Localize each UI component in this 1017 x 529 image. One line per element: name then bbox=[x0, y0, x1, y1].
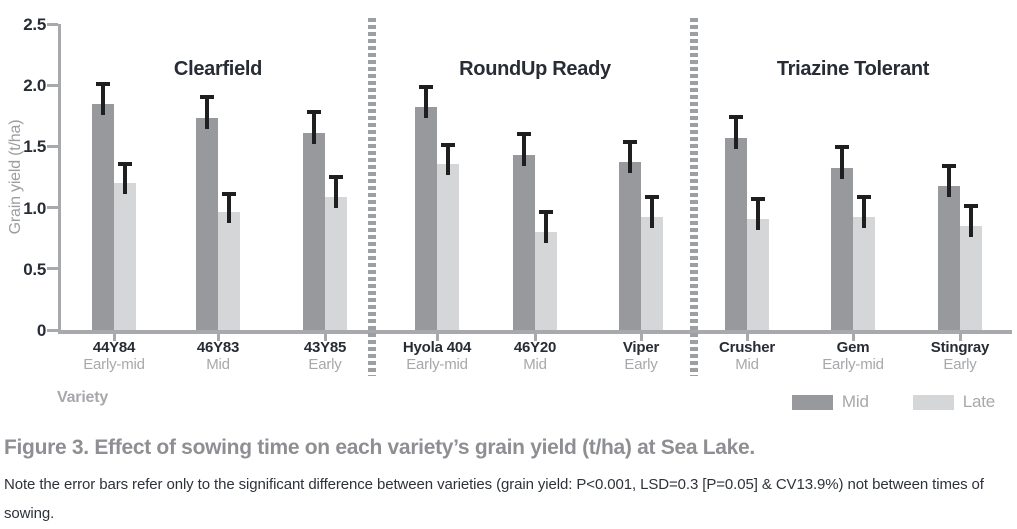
x-label-variety-name: Crusher bbox=[718, 339, 776, 356]
error-bar-late-Gem bbox=[857, 195, 871, 229]
group-title: Clearfield bbox=[173, 58, 263, 80]
x-label-sowing-time: Early-mid bbox=[83, 356, 145, 373]
bar-mid-Hyola 404 bbox=[415, 107, 437, 330]
y-tick-mark bbox=[47, 206, 58, 210]
x-label-sowing-time: Early bbox=[943, 356, 977, 373]
x-label-sowing-time: Mid bbox=[206, 356, 230, 373]
x-label-sowing-time: Early-mid bbox=[822, 356, 884, 373]
y-tick-mark bbox=[47, 83, 58, 87]
bar-mid-43Y85 bbox=[303, 132, 325, 330]
y-tick-label: 0 bbox=[36, 321, 46, 340]
x-tick-mark bbox=[216, 334, 220, 341]
error-bar-late-Stingray bbox=[964, 203, 978, 237]
error-bar-mid-43Y85 bbox=[307, 109, 321, 145]
x-label-sowing-time: Mid bbox=[523, 356, 547, 373]
x-label-sowing-time: Mid bbox=[735, 356, 759, 373]
x-label-sowing-time: Early-mid bbox=[406, 356, 468, 373]
x-label-variety-name: 43Y85 bbox=[303, 339, 347, 356]
error-bar-late-43Y85 bbox=[329, 174, 343, 208]
bar-mid-46Y83 bbox=[196, 118, 218, 330]
group-separator-dashed-line bbox=[690, 18, 698, 376]
bar-mid-46Y20 bbox=[513, 154, 535, 330]
x-tick-mark bbox=[851, 334, 855, 341]
bar-mid-Gem bbox=[831, 168, 853, 330]
bar-late-44Y84 bbox=[114, 183, 136, 330]
bar-late-Crusher bbox=[747, 218, 769, 330]
x-tick-mark bbox=[639, 334, 643, 341]
legend-item-mid: Mid bbox=[791, 392, 869, 412]
y-axis-title: Grain yield (t/ha) bbox=[7, 119, 24, 235]
x-tick-mark bbox=[112, 334, 116, 341]
error-bar-late-46Y20 bbox=[539, 210, 553, 244]
error-bar-mid-Gem bbox=[835, 145, 849, 180]
figure-caption-title: Figure 3. Effect of sowing time on each … bbox=[4, 436, 755, 459]
y-tick-label: 2.0 bbox=[23, 76, 46, 96]
bar-late-43Y85 bbox=[325, 196, 347, 330]
x-axis-line bbox=[58, 330, 1012, 334]
group-title: Triazine Tolerant bbox=[776, 58, 930, 80]
bar-late-Gem bbox=[853, 217, 875, 330]
y-tick-label: 1.0 bbox=[23, 198, 46, 218]
error-bar-mid-44Y84 bbox=[96, 81, 110, 115]
error-bar-mid-46Y83 bbox=[200, 94, 214, 130]
bar-late-Stingray bbox=[960, 225, 982, 330]
error-bar-mid-Viper bbox=[623, 140, 637, 174]
y-tick-mark bbox=[47, 22, 58, 26]
legend-swatch-mid bbox=[791, 394, 833, 410]
legend-swatch-late bbox=[912, 394, 954, 410]
x-label-variety-name: Viper bbox=[622, 339, 660, 356]
error-bar-mid-46Y20 bbox=[517, 131, 531, 167]
figure-caption-note: Note the error bars refer only to the si… bbox=[4, 476, 984, 523]
error-bar-mid-Crusher bbox=[729, 114, 743, 150]
group-separator-dashed-line bbox=[368, 18, 376, 376]
group-title: RoundUp Ready bbox=[459, 58, 611, 80]
bar-late-46Y20 bbox=[535, 232, 557, 330]
y-axis-line bbox=[58, 24, 61, 331]
x-label-variety-name: Stingray bbox=[930, 339, 990, 356]
legend-label-late: Late bbox=[962, 392, 995, 411]
x-label-sowing-time: Early bbox=[308, 356, 342, 373]
x-label-variety-name: 46Y20 bbox=[513, 339, 557, 356]
error-bar-mid-Stingray bbox=[942, 163, 956, 197]
x-label-variety-name: 44Y84 bbox=[92, 339, 136, 356]
y-tick-label: 1.5 bbox=[23, 137, 46, 157]
x-axis-title: Variety bbox=[57, 389, 109, 406]
error-bar-late-44Y84 bbox=[118, 162, 132, 194]
y-tick-mark bbox=[47, 144, 58, 148]
grain-yield-bar-chart: Grain yield (t/ha) Variety Mid Late 0 0.5… bbox=[7, 15, 1012, 412]
x-label-sowing-time: Early bbox=[624, 356, 658, 373]
error-bar-mid-Hyola 404 bbox=[419, 85, 433, 119]
legend-label-mid: Mid bbox=[841, 392, 869, 411]
error-bar-late-Hyola 404 bbox=[441, 142, 455, 175]
error-bar-late-Crusher bbox=[751, 196, 765, 230]
x-label-variety-name: 46Y83 bbox=[196, 339, 240, 356]
bar-late-Viper bbox=[641, 217, 663, 330]
bar-mid-Stingray bbox=[938, 185, 960, 330]
bar-late-46Y83 bbox=[218, 212, 240, 330]
x-tick-mark bbox=[435, 334, 439, 341]
y-tick-mark bbox=[47, 328, 58, 332]
x-tick-mark bbox=[533, 334, 537, 341]
bar-mid-Crusher bbox=[725, 137, 747, 330]
x-label-variety-name: Hyola 404 bbox=[402, 339, 472, 356]
x-tick-mark bbox=[958, 334, 962, 341]
error-bar-late-Viper bbox=[645, 195, 659, 229]
bar-mid-44Y84 bbox=[92, 103, 114, 330]
y-tick-label: 0.5 bbox=[23, 259, 46, 279]
figure-caption: Figure 3. Effect of sowing time on each … bbox=[4, 436, 1012, 529]
y-tick-label: 2.5 bbox=[23, 15, 46, 34]
error-bar-late-46Y83 bbox=[222, 191, 236, 224]
x-tick-mark bbox=[745, 334, 749, 341]
x-tick-mark bbox=[323, 334, 327, 341]
x-label-variety-name: Gem bbox=[836, 339, 870, 356]
y-tick-mark bbox=[47, 267, 58, 271]
legend: Mid Late bbox=[791, 392, 995, 412]
bar-late-Hyola 404 bbox=[437, 163, 459, 330]
bar-mid-Viper bbox=[619, 162, 641, 330]
legend-item-late: Late bbox=[912, 392, 995, 412]
